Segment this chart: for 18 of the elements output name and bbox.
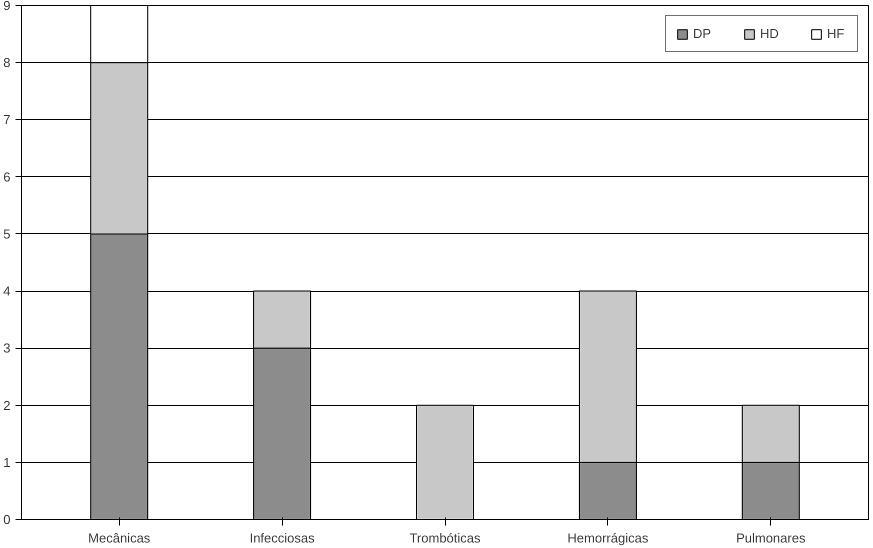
y-tick-label: 6	[3, 169, 11, 184]
y-tick-label: 4	[3, 284, 11, 299]
y-tick-label: 7	[3, 112, 11, 128]
legend-label: DP	[693, 26, 712, 41]
y-tick-label: 8	[3, 55, 11, 70]
y-tick-label: 0	[3, 512, 11, 527]
y-tick-label: 5	[3, 226, 11, 242]
x-tick-label: Pulmonares	[736, 530, 806, 546]
legend-label: HF	[827, 26, 846, 41]
x-tick-label: Trombóticas	[409, 530, 482, 546]
y-tick-label: 9	[3, 0, 11, 13]
legend-label: HD	[760, 26, 780, 41]
y-tick-label: 2	[3, 398, 11, 413]
x-tick-label: Mecânicas	[88, 530, 151, 546]
y-tick-label: 1	[3, 454, 11, 470]
y-tick-label: 3	[3, 340, 11, 356]
x-tick-label: Infecciosas	[250, 530, 316, 546]
x-tick-label: Hemorrágicas	[567, 530, 649, 546]
